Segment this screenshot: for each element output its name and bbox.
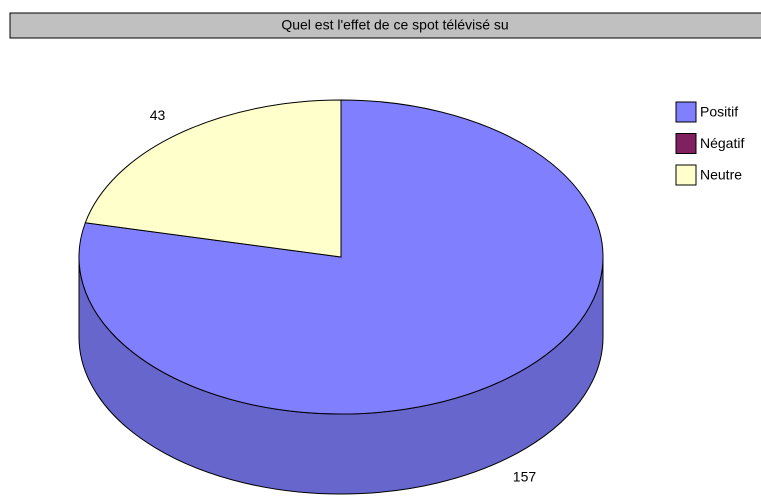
legend-label: Neutre	[700, 167, 742, 183]
legend-swatch	[675, 133, 697, 154]
chart-title: Quel est l'effet de ce spot télévisé su	[281, 17, 508, 33]
legend-swatch	[675, 164, 697, 186]
data-label: 157	[513, 469, 537, 485]
legend-label: Négatif	[700, 135, 744, 151]
pie-slice	[84, 99, 342, 258]
data-label: 43	[150, 107, 166, 123]
legend-swatch	[675, 101, 697, 123]
legend-label: Positif	[700, 104, 738, 120]
title-bar	[9, 12, 761, 39]
